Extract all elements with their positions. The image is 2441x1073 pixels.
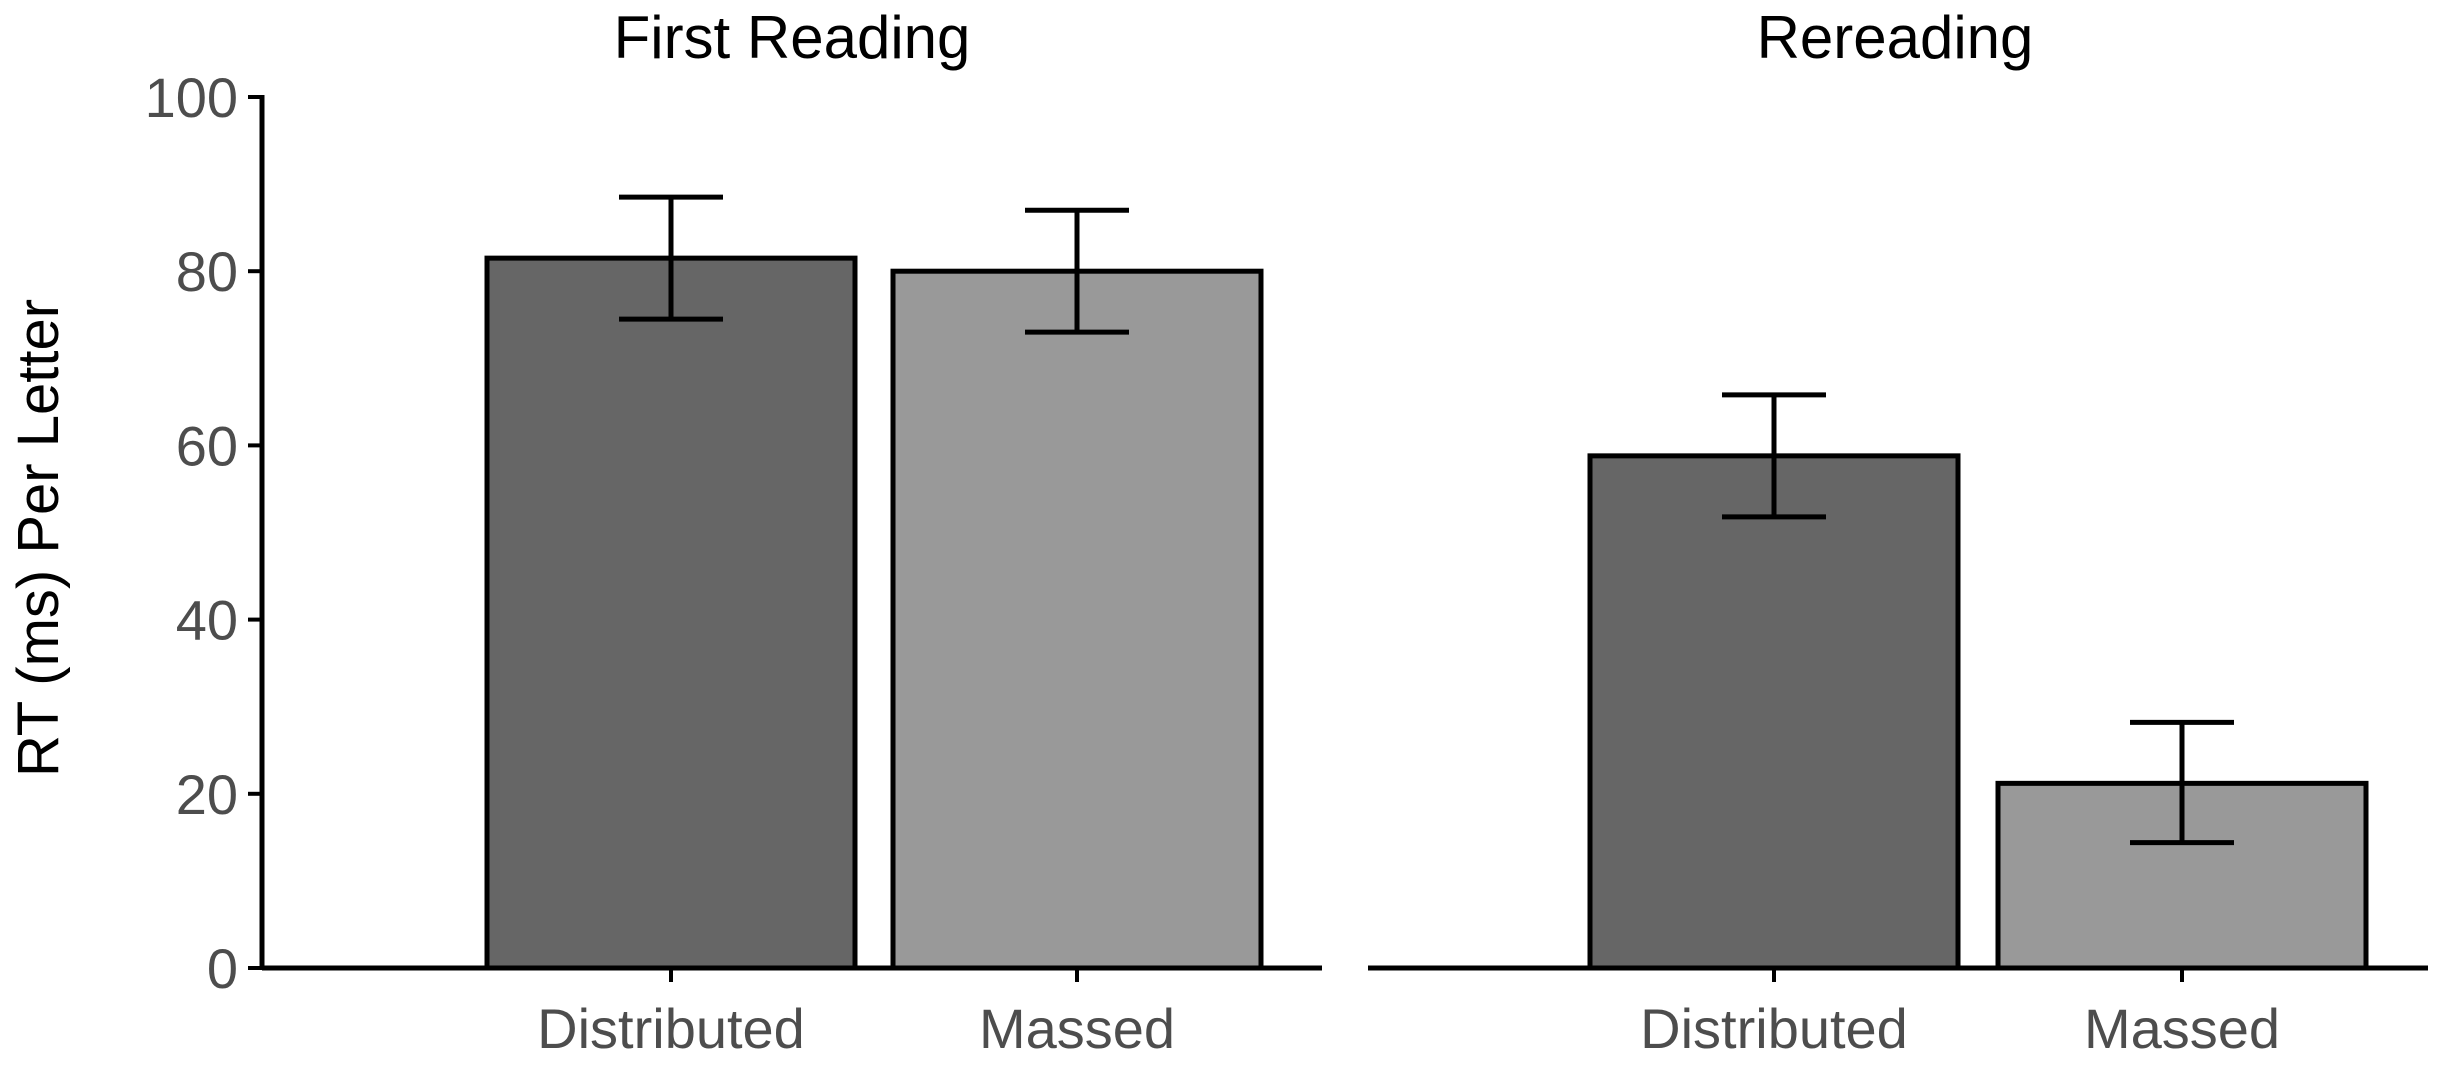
y-tick-label: 100 — [145, 66, 238, 129]
y-tick-label: 0 — [207, 937, 238, 1000]
panel-title: First Reading — [614, 4, 971, 71]
error-bar — [2130, 719, 2234, 846]
y-axis: 0 20 40 60 80 100 — [145, 66, 265, 1000]
panels: 0 20 40 60 80 100 First Reading Distributed Mass… — [145, 4, 2428, 1060]
y-tick-label: 80 — [176, 240, 238, 303]
x-tick-label: Distributed — [537, 997, 805, 1060]
error-bar — [619, 194, 723, 322]
error-bar — [1025, 207, 1129, 335]
error-bar — [1722, 392, 1826, 520]
bar-distributed — [1587, 453, 1961, 971]
x-tick-label: Distributed — [1640, 997, 1908, 1060]
bar-distributed — [484, 255, 858, 971]
bar-massed — [890, 268, 1264, 971]
y-tick-label: 60 — [176, 414, 238, 477]
panel-1: First Reading Distributed Massed — [262, 4, 1322, 1060]
panel-title: Rereading — [1757, 4, 2034, 71]
y-tick-label: 20 — [176, 763, 238, 826]
panel-2: Rereading Distributed Massed — [1368, 4, 2428, 1060]
x-tick-label: Massed — [2084, 997, 2280, 1060]
y-axis-label: RT (ms) Per Letter — [6, 299, 71, 777]
x-tick-label: Massed — [979, 997, 1175, 1060]
y-tick-label: 40 — [176, 589, 238, 652]
